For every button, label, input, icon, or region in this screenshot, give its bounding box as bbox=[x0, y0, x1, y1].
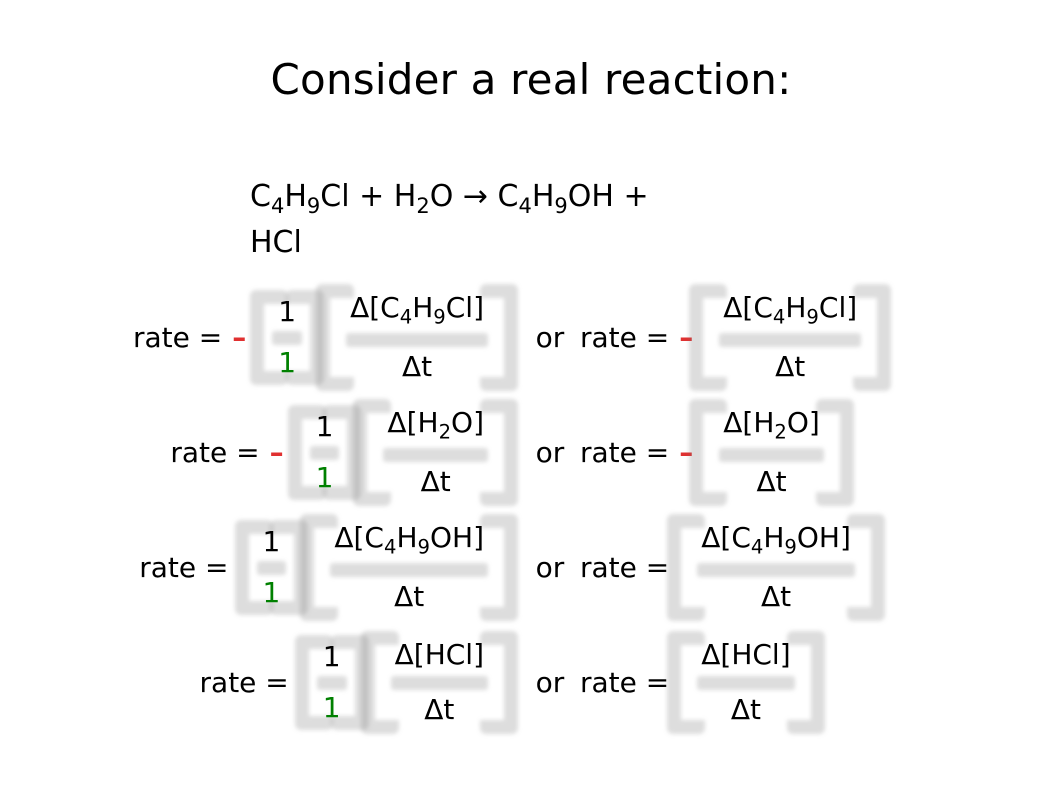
or-label: or bbox=[530, 321, 570, 354]
reaction-equation: C4H9Cl + H2O → C4H9OH + HCl bbox=[250, 175, 810, 265]
rate-label: rate = bbox=[580, 321, 675, 354]
delta-fraction: Δ[H2O] Δt bbox=[703, 405, 840, 500]
delta-fraction: Δ[C4H9Cl] Δt bbox=[703, 290, 877, 385]
delta-species: Δ[C4H9Cl] bbox=[719, 290, 861, 331]
fraction-bar bbox=[719, 448, 824, 462]
fraction-bar bbox=[697, 563, 855, 577]
fraction-bar bbox=[257, 561, 287, 575]
coef-numerator: 1 bbox=[257, 526, 287, 558]
rate-label: rate = bbox=[580, 551, 675, 584]
delta-species: Δ[HCl] bbox=[697, 637, 794, 673]
rate-label: rate = bbox=[580, 666, 675, 699]
coefficient-fraction: 11 bbox=[294, 411, 356, 493]
coef-numerator: 1 bbox=[317, 641, 347, 673]
rate-label: rate = bbox=[170, 436, 265, 469]
fraction-bar bbox=[317, 676, 347, 690]
delta-t: Δt bbox=[771, 349, 809, 385]
rate-label: rate = bbox=[139, 551, 234, 584]
delta-species: Δ[H2O] bbox=[719, 405, 824, 446]
coefficient-fraction: 11 bbox=[256, 296, 318, 378]
delta-species: Δ[H2O] bbox=[383, 405, 488, 446]
coefficient-fraction: 11 bbox=[301, 641, 363, 723]
rate-row: rate =–11Δ[H2O]Δtorrate =–Δ[H2O]Δt bbox=[0, 395, 1062, 510]
delta-fraction: Δ[HCl] Δt bbox=[375, 637, 504, 727]
coef-numerator: 1 bbox=[272, 296, 302, 328]
rate-left: rate =–11Δ[C4H9Cl]Δt bbox=[0, 290, 530, 385]
coef-denominator: 1 bbox=[257, 577, 287, 609]
rate-row: rate =11Δ[C4H9OH]Δtorrate =Δ[C4H9OH]Δt bbox=[0, 510, 1062, 625]
delta-fraction: Δ[H2O] Δt bbox=[367, 405, 504, 500]
rate-left: rate =11Δ[HCl]Δt bbox=[0, 637, 530, 727]
rate-right: rate = Δ[C4H9OH] Δt bbox=[570, 520, 1062, 615]
fraction-bar bbox=[383, 448, 488, 462]
rate-left: rate =11Δ[C4H9OH]Δt bbox=[0, 520, 530, 615]
coef-denominator: 1 bbox=[272, 347, 302, 379]
slide-title: Consider a real reaction: bbox=[0, 0, 1062, 104]
negative-sign: – bbox=[228, 321, 250, 354]
rate-expressions: rate =–11Δ[C4H9Cl]Δtorrate =–Δ[C4H9Cl]Δt… bbox=[0, 280, 1062, 740]
delta-species: Δ[C4H9Cl] bbox=[346, 290, 488, 331]
coef-denominator: 1 bbox=[317, 692, 347, 724]
delta-t: Δt bbox=[417, 464, 455, 500]
delta-t: Δt bbox=[752, 464, 790, 500]
delta-fraction: Δ[C4H9Cl] Δt bbox=[330, 290, 504, 385]
delta-species: Δ[C4H9OH] bbox=[697, 520, 855, 561]
coefficient-fraction: 11 bbox=[241, 526, 303, 608]
delta-fraction: Δ[HCl] Δt bbox=[681, 637, 810, 727]
delta-t: Δt bbox=[757, 579, 795, 615]
delta-fraction: Δ[C4H9OH] Δt bbox=[314, 520, 504, 615]
rate-row: rate =–11Δ[C4H9Cl]Δtorrate =–Δ[C4H9Cl]Δt bbox=[0, 280, 1062, 395]
rate-right: rate =–Δ[C4H9Cl]Δt bbox=[570, 290, 1062, 385]
fraction-bar bbox=[346, 333, 488, 347]
or-label: or bbox=[530, 666, 570, 699]
fraction-bar bbox=[310, 446, 340, 460]
fraction-bar bbox=[391, 676, 488, 690]
rate-left: rate =–11Δ[H2O]Δt bbox=[0, 405, 530, 500]
delta-species: Δ[HCl] bbox=[391, 637, 488, 673]
rate-label: rate = bbox=[580, 436, 675, 469]
rate-right: rate =–Δ[H2O]Δt bbox=[570, 405, 1062, 500]
delta-t: Δt bbox=[390, 579, 428, 615]
delta-fraction: Δ[C4H9OH] Δt bbox=[681, 520, 871, 615]
rate-row: rate =11Δ[HCl]Δtorrate =Δ[HCl]Δt bbox=[0, 625, 1062, 740]
reaction-line-1: C4H9Cl + H2O → C4H9OH + bbox=[250, 179, 649, 214]
delta-t: Δt bbox=[727, 692, 765, 728]
rate-right: rate = Δ[HCl] Δt bbox=[570, 637, 1062, 727]
fraction-bar bbox=[272, 331, 302, 345]
delta-t: Δt bbox=[420, 692, 458, 728]
rate-label: rate = bbox=[133, 321, 228, 354]
coef-denominator: 1 bbox=[310, 462, 340, 494]
coef-numerator: 1 bbox=[310, 411, 340, 443]
reaction-line-2: HCl bbox=[250, 225, 302, 260]
fraction-bar bbox=[330, 563, 488, 577]
rate-label: rate = bbox=[200, 666, 295, 699]
fraction-bar bbox=[719, 333, 861, 347]
slide: Consider a real reaction: C4H9Cl + H2O →… bbox=[0, 0, 1062, 797]
fraction-bar bbox=[697, 676, 794, 690]
negative-sign: – bbox=[266, 436, 288, 469]
or-label: or bbox=[530, 436, 570, 469]
or-label: or bbox=[530, 551, 570, 584]
delta-t: Δt bbox=[398, 349, 436, 385]
delta-species: Δ[C4H9OH] bbox=[330, 520, 488, 561]
